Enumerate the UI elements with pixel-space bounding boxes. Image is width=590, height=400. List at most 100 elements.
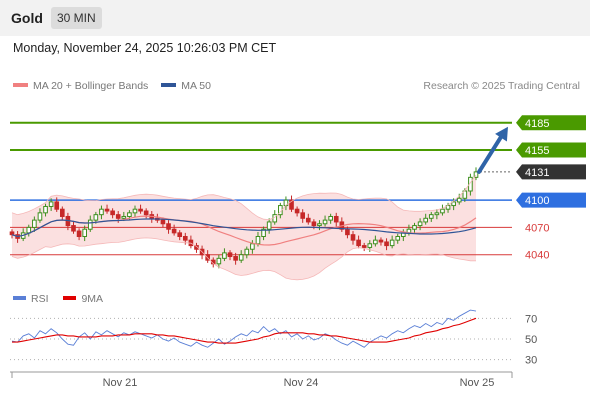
- candle: [132, 205, 138, 218]
- candle-body: [333, 215, 339, 223]
- candle: [104, 204, 110, 214]
- candle-body: [395, 236, 401, 241]
- candle-body: [37, 212, 43, 221]
- chart-datetime: Monday, November 24, 2025 10:26:03 PM CE…: [13, 41, 277, 55]
- level-label-4070: 4070: [525, 222, 549, 234]
- legend-item-ma20-bollinger: MA 20 + Bollinger Bands: [13, 80, 148, 92]
- candle: [361, 242, 367, 252]
- projection-arrow: [477, 126, 508, 174]
- rsi-legend-item-9ma: 9MA: [63, 293, 103, 305]
- candle: [171, 224, 177, 236]
- rsi-9ma-line: [12, 317, 477, 344]
- legend-swatch-ma20: [13, 83, 28, 88]
- candle: [378, 237, 384, 246]
- candle: [294, 206, 300, 217]
- candle-body: [9, 231, 15, 236]
- level-label-4040: 4040: [525, 250, 549, 262]
- level-tag-bg: [516, 164, 586, 180]
- x-tick-label: Nov 21: [103, 377, 138, 389]
- candle-body: [160, 219, 166, 225]
- candle-body: [373, 239, 378, 245]
- legend-item-ma50: MA 50: [161, 80, 211, 92]
- candle: [110, 208, 115, 219]
- level-tag-bg: [516, 192, 586, 208]
- candle-body: [244, 248, 250, 256]
- candle-body: [132, 208, 138, 214]
- candle: [428, 211, 434, 222]
- candle-body: [182, 236, 188, 241]
- level-tag-bg: [516, 115, 586, 131]
- candle-body: [305, 217, 311, 223]
- candle-body: [26, 226, 32, 234]
- candle-body: [456, 197, 462, 203]
- candle-body: [104, 208, 110, 212]
- rsi-panel: 70 50 30: [10, 309, 537, 367]
- candle: [59, 206, 65, 221]
- candle: [43, 203, 48, 217]
- candle: [322, 215, 328, 227]
- level-tag-bg: [516, 142, 586, 158]
- candle: [48, 198, 54, 212]
- x-tick-label: Nov 24: [284, 377, 319, 389]
- candle-body: [417, 221, 423, 227]
- legend-label-ma50: MA 50: [181, 80, 211, 92]
- candle-body: [311, 221, 317, 227]
- candle: [317, 220, 322, 231]
- x-axis: Nov 21 Nov 24 Nov 25: [10, 371, 513, 389]
- candle-body: [322, 219, 328, 225]
- legend-label-ma20: MA 20 + Bollinger Bands: [33, 80, 149, 92]
- rsi-legend-item-rsi: RSI: [13, 293, 49, 305]
- candle-body: [143, 210, 149, 216]
- level-tag-label: 4185: [525, 118, 549, 130]
- timeframe-button[interactable]: 30 MIN: [51, 7, 102, 29]
- candle: [227, 250, 233, 261]
- candle-body: [384, 241, 389, 247]
- level-tag-4100: 4100: [516, 192, 586, 208]
- level-tag-4131: 4131: [516, 164, 586, 180]
- bollinger-lower-line: [11, 237, 476, 281]
- candle-body: [300, 212, 306, 219]
- candle: [261, 226, 266, 241]
- candle-body: [473, 171, 479, 178]
- candle-body: [43, 205, 48, 214]
- top-bar: Gold 30 MIN: [0, 0, 590, 36]
- candle-body: [110, 210, 115, 216]
- candle-body: [121, 215, 127, 219]
- candle: [194, 242, 199, 253]
- candle-body: [127, 212, 132, 217]
- rsi-legend: RSI 9MA: [13, 293, 115, 305]
- candle-body: [216, 257, 222, 265]
- candle: [395, 233, 401, 244]
- candle-body: [294, 208, 300, 214]
- candle-body: [468, 176, 473, 192]
- candle: [87, 215, 93, 232]
- candle-body: [440, 208, 445, 214]
- rsi-line: [11, 309, 477, 348]
- candle-body: [367, 243, 373, 248]
- candle-body: [76, 230, 82, 237]
- candle: [384, 238, 389, 251]
- candle-body: [87, 219, 93, 230]
- candle-body: [177, 232, 183, 238]
- candle: [423, 213, 429, 225]
- candle-body: [350, 234, 356, 241]
- candle: [305, 213, 311, 225]
- candle-body: [238, 254, 244, 261]
- candle-body: [434, 212, 440, 216]
- level-tag-label: 4100: [525, 195, 549, 207]
- candle-body: [412, 225, 417, 230]
- candle: [473, 167, 479, 181]
- candle: [373, 235, 378, 247]
- x-tick-label: Nov 25: [460, 377, 495, 389]
- candle-body: [317, 223, 322, 227]
- projection-arrow-head: [495, 126, 508, 142]
- candle-body: [93, 214, 99, 221]
- candle: [300, 209, 306, 223]
- bollinger-upper-line: [11, 174, 477, 221]
- candle: [233, 252, 238, 265]
- candle: [440, 204, 445, 216]
- rsi-legend-swatch-9ma: [63, 296, 77, 301]
- candle: [244, 246, 250, 259]
- level-tag-label: 4131: [525, 167, 549, 179]
